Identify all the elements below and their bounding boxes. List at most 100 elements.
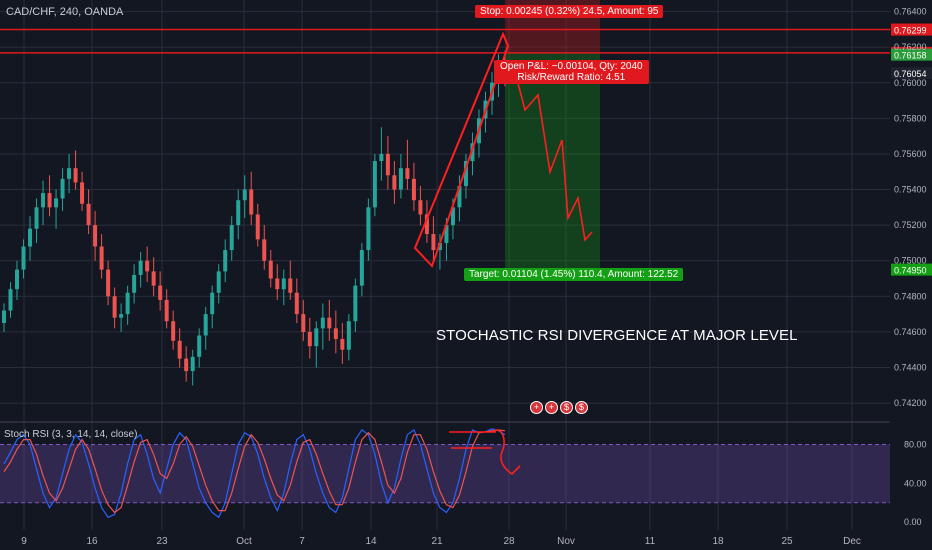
price-level-value: 0.76299 — [894, 26, 927, 36]
price-axis-tick: 0.75800 — [894, 113, 927, 123]
price-axis-tick: 0.75400 — [894, 185, 927, 195]
price-level-value: 0.74950 — [894, 266, 927, 276]
candle-body — [320, 317, 325, 329]
symbol-label[interactable]: CAD/CHF, 240, OANDA — [6, 6, 124, 18]
pnl-label: Open P&L: −0.00104, Qty: 2040 — [500, 61, 643, 72]
date-axis-tick: Nov — [557, 536, 575, 547]
candle-body — [314, 328, 319, 347]
price-level-box — [891, 23, 932, 36]
date-axis-tick: 21 — [431, 536, 443, 547]
date-axis-tick: 25 — [781, 536, 793, 547]
candle-body — [80, 182, 85, 204]
candle-body — [184, 358, 189, 372]
indicator-label[interactable]: Stoch RSI (3, 3, 14, 14, close) — [4, 429, 138, 440]
projection-drawing — [514, 71, 593, 242]
date-axis-tick: 9 — [21, 536, 27, 547]
candle-body — [301, 314, 306, 332]
candle-body — [112, 296, 117, 318]
date-axis-tick: Dec — [843, 536, 861, 547]
risk-reward-label: Risk/Reward Ratio: 4.51 — [517, 72, 626, 83]
stoch-arrow-drawing — [492, 429, 521, 476]
candle-body — [463, 161, 468, 186]
event-icons: + + $ $ — [530, 401, 588, 414]
candle-body — [288, 278, 293, 293]
candle-body — [398, 168, 403, 190]
candle-body — [177, 340, 182, 359]
price-level-tag: 0.76054 — [891, 67, 932, 80]
candle-body — [54, 198, 59, 208]
date-axis-tick: 23 — [156, 536, 168, 547]
candle-body — [236, 200, 241, 226]
price-level-box — [891, 67, 932, 80]
candle-body — [405, 168, 410, 179]
candle-body — [262, 239, 267, 261]
candle-body — [333, 328, 338, 340]
candle-body — [268, 260, 273, 279]
date-axis-tick: 28 — [503, 536, 515, 547]
candle-body — [340, 339, 345, 350]
candle-body — [21, 246, 26, 270]
event-icon-4[interactable]: $ — [575, 401, 588, 414]
candle-body — [353, 285, 358, 322]
stoch-band — [0, 444, 890, 503]
price-level-value: 0.76158 — [894, 51, 927, 61]
candle-body — [47, 193, 52, 208]
candle-body — [119, 314, 124, 318]
candle-body — [125, 292, 130, 315]
candle-body — [294, 292, 299, 315]
date-axis-tick: 7 — [299, 536, 305, 547]
price-axis-tick: 0.76200 — [894, 42, 927, 52]
price-level-tag: 0.76158 — [891, 48, 932, 61]
candle-body — [99, 246, 104, 270]
price-level-value: 0.76054 — [894, 69, 927, 79]
candle-body — [424, 214, 429, 235]
event-icon-1[interactable]: + — [530, 401, 543, 414]
candle-body — [93, 225, 98, 247]
price-level-box — [891, 48, 932, 61]
event-icon-3[interactable]: $ — [560, 401, 573, 414]
candle-body — [73, 168, 78, 183]
candle-body — [444, 225, 449, 243]
candle-body — [379, 153, 384, 162]
date-axis-tick: 11 — [645, 536, 656, 547]
price-level-box — [891, 263, 932, 276]
price-axis-tick: 0.75200 — [894, 220, 927, 230]
wedge-drawing — [413, 31, 510, 268]
candle-body — [216, 271, 221, 293]
date-axis-tick: 14 — [365, 536, 377, 547]
candle-body — [431, 234, 436, 251]
candle-body — [41, 193, 46, 208]
stoch-line — [3, 429, 506, 514]
price-level-tag: 0.76299 — [891, 23, 932, 36]
candle-body — [34, 207, 39, 229]
candle-body — [418, 200, 423, 215]
price-axis-tick: 0.75000 — [894, 256, 927, 266]
stoch-axis-tick: 0.00 — [904, 517, 922, 527]
candle-body — [164, 299, 169, 322]
price-axis-tick: 0.74200 — [894, 398, 927, 408]
annotation-text[interactable]: STOCHASTIC RSI DIVERGENCE AT MAJOR LEVEL — [436, 327, 798, 344]
candle-body — [28, 228, 33, 247]
candle-body — [346, 321, 351, 350]
price-axis-tick: 0.76400 — [894, 7, 927, 17]
candle-body — [372, 161, 377, 208]
price-axis-tick: 0.74600 — [894, 327, 927, 337]
target-label[interactable]: Target: 0.01104 (1.45%) 110.4, Amount: 1… — [464, 268, 684, 281]
price-axis-tick: 0.74400 — [894, 363, 927, 373]
candle-body — [158, 285, 163, 300]
candle-body — [86, 203, 91, 226]
candle-body — [190, 356, 195, 372]
price-level-tag: 0.74950 — [891, 263, 932, 276]
candle-body — [132, 274, 137, 293]
stop-label[interactable]: Stop: 0.00245 (0.32%) 24.5, Amount: 95 — [475, 5, 664, 18]
pnl-box[interactable]: Open P&L: −0.00104, Qty: 2040 Risk/Rewar… — [494, 60, 649, 84]
event-icon-2[interactable]: + — [545, 401, 558, 414]
candle-body — [307, 331, 312, 347]
candle-body — [275, 278, 280, 290]
candle-body — [470, 143, 475, 162]
candle-body — [229, 225, 234, 251]
candle-body — [2, 310, 6, 324]
candle-body — [60, 178, 65, 199]
